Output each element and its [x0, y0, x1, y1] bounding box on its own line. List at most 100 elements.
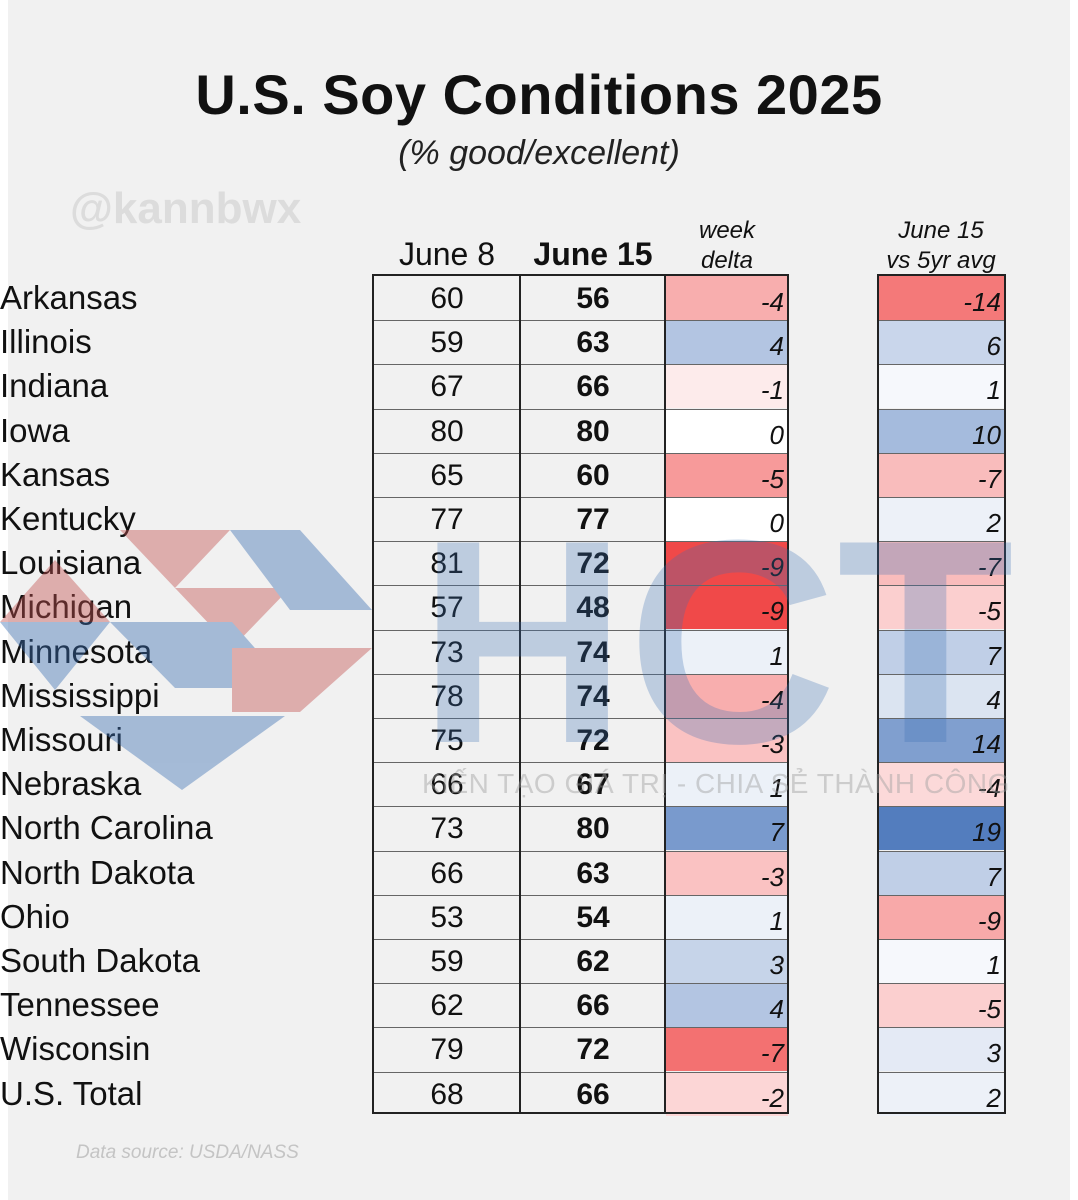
row-divider	[879, 408, 1005, 410]
june8-value: 62	[430, 989, 464, 1023]
state-label: Indiana	[0, 367, 109, 405]
june8-value: 79	[430, 1033, 464, 1067]
june15-value: 56	[576, 282, 610, 315]
column-header-week-delta: week delta	[666, 216, 788, 276]
june15-value: 62	[576, 945, 610, 978]
state-label: Michigan	[0, 588, 133, 626]
june15-value: 74	[576, 635, 610, 669]
row-divider	[879, 541, 1005, 543]
column-header-week-delta-line1: week	[698, 217, 756, 244]
row-divider	[879, 1071, 1005, 1073]
june15-value: 74	[576, 679, 610, 713]
june8-value: 65	[430, 458, 464, 492]
row-divider	[374, 452, 788, 454]
vs-5yr-avg-cell: -5	[879, 585, 1005, 630]
row-divider	[374, 894, 788, 896]
june15-value: 72	[576, 1033, 610, 1067]
vs-5yr-avg-cell: -9	[879, 894, 1005, 939]
week-delta-cell: 1	[666, 629, 788, 674]
row-divider	[879, 806, 1005, 808]
column-header-june15: June 15	[533, 236, 653, 272]
june8-value: 66	[430, 856, 464, 890]
vs-5yr-avg-cell: 1	[879, 939, 1005, 983]
state-label: Missouri	[0, 721, 123, 758]
week-delta-cell: -9	[666, 541, 788, 586]
june15-value: 63	[576, 326, 610, 360]
june8-value: 67	[430, 370, 464, 404]
row-divider	[374, 541, 788, 543]
june15-value: 66	[576, 370, 610, 404]
row-divider	[374, 320, 788, 322]
june15-value: 66	[576, 1077, 610, 1111]
june8-value: 59	[430, 326, 464, 360]
week-delta-cell: 0	[666, 408, 788, 453]
state-label: Mississippi	[0, 676, 160, 714]
row-divider	[879, 585, 1005, 587]
week-delta-cell: 4	[666, 983, 788, 1028]
june15-value: 72	[576, 547, 610, 581]
june15-value: 63	[576, 856, 610, 890]
row-divider	[879, 320, 1005, 322]
june8-value: 59	[430, 945, 464, 978]
june8-value: 77	[430, 503, 464, 536]
week-delta-cell: 7	[666, 806, 788, 851]
june8-value: 75	[430, 724, 464, 757]
june15-value: 80	[576, 414, 610, 448]
state-label: Louisiana	[0, 544, 142, 582]
june15-value: 67	[576, 768, 610, 802]
row-divider	[374, 718, 788, 719]
state-label: North Carolina	[0, 809, 213, 847]
row-divider	[879, 983, 1005, 985]
row-divider	[374, 408, 788, 410]
watermark-tagline: KIẾN TẠO GIÁ TRỊ - CHIA SẺ THÀNH CÔNG	[422, 768, 1010, 799]
week-delta-cell: 0	[666, 497, 788, 541]
june15-value: 54	[576, 900, 610, 934]
week-delta-cell: 3	[666, 939, 788, 983]
state-label: South Dakota	[0, 942, 200, 979]
data-source: Data source: USDA/NASS	[76, 1142, 299, 1163]
row-divider	[374, 939, 788, 940]
column-header-vs-5yr-avg: June 15 vs 5yr avg	[866, 216, 1016, 276]
state-label: Nebraska	[0, 765, 142, 803]
column-divider	[519, 274, 521, 1114]
june15-value: 77	[576, 503, 610, 536]
vs-5yr-avg-cell: -7	[879, 541, 1005, 586]
vs-5yr-avg-cell: -5	[879, 983, 1005, 1028]
row-divider	[374, 1027, 788, 1029]
main-table-frame	[372, 274, 789, 1114]
week-delta-cell: -9	[666, 585, 788, 630]
row-divider	[879, 629, 1005, 631]
state-label: Iowa	[0, 411, 70, 449]
row-divider	[374, 806, 788, 808]
column-header-vs-5yr-avg-line1: June 15	[898, 217, 984, 244]
week-delta-cell: -3	[666, 718, 788, 762]
june15-value: 66	[576, 989, 610, 1023]
row-divider	[374, 673, 788, 675]
row-divider	[879, 1027, 1005, 1029]
state-label: North Dakota	[0, 853, 195, 891]
june8-value: 81	[430, 547, 464, 581]
vs-5yr-avg-cell: 7	[879, 629, 1005, 674]
june8-value: 60	[430, 282, 464, 315]
state-label: Kentucky	[0, 500, 136, 537]
row-divider	[374, 497, 788, 498]
avg-table-frame	[877, 274, 1006, 1114]
state-label: Kansas	[0, 455, 111, 493]
state-label: Wisconsin	[0, 1030, 151, 1068]
chart-subtitle: (% good/excellent)	[398, 134, 680, 172]
author-handle: @kannbwx	[70, 184, 302, 233]
june8-value: 57	[430, 591, 464, 625]
june8-value: 80	[430, 414, 464, 448]
june15-value: 48	[576, 591, 610, 625]
column-divider	[664, 274, 666, 1114]
row-divider	[374, 983, 788, 985]
vs-5yr-avg-cell: 6	[879, 320, 1005, 365]
row-divider	[374, 850, 788, 852]
vs-5yr-avg-cell: 10	[879, 408, 1005, 453]
column-header-june8: June 8	[398, 236, 496, 272]
june8-value: 53	[430, 900, 464, 934]
vs-5yr-avg-cell: 2	[879, 1071, 1005, 1116]
june8-value: 73	[430, 812, 464, 846]
june8-value: 73	[430, 635, 464, 669]
vs-5yr-avg-cell: 14	[879, 718, 1005, 762]
